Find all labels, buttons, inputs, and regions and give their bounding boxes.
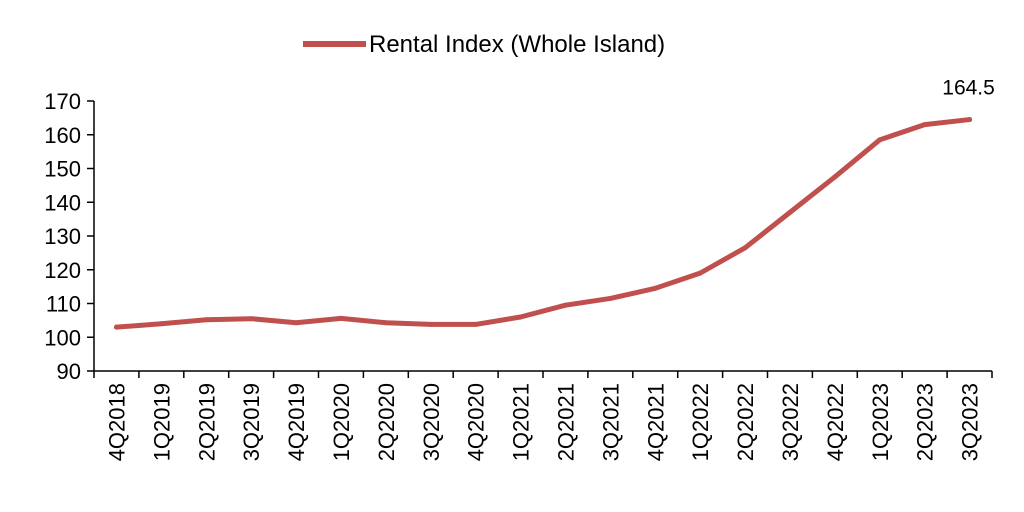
y-tick-label: 140	[44, 190, 81, 215]
y-tick-label: 170	[44, 89, 81, 114]
legend: Rental Index (Whole Island)	[303, 31, 665, 58]
x-tick-label: 1Q2020	[329, 383, 354, 461]
data-point	[562, 302, 568, 308]
x-axis-ticks: 4Q2018 1Q2019 2Q2019 3Q2019 4Q2019 1Q2020 2Q20…	[93, 371, 993, 461]
y-tick-label: 90	[57, 359, 81, 384]
x-tick-label: 2Q2019	[194, 383, 219, 461]
y-tick-label: 120	[44, 258, 81, 283]
x-tick-label: 4Q2022	[823, 383, 848, 461]
legend-label: Rental Index (Whole Island)	[369, 31, 665, 58]
series-line	[113, 117, 973, 330]
y-axis-ticks: 90 100 110 120 130 140 150 160 170	[44, 89, 94, 384]
x-tick-label: 4Q2021	[643, 383, 668, 461]
x-tick-label: 4Q2018	[104, 383, 129, 461]
axes	[93, 101, 992, 372]
y-tick-label: 110	[46, 292, 81, 317]
data-label: 164.5	[942, 77, 995, 100]
data-point	[293, 320, 299, 326]
data-point	[652, 285, 658, 291]
x-tick-label: 3Q2023	[958, 383, 983, 461]
data-point	[428, 321, 434, 327]
x-tick-label: 2Q2021	[553, 383, 578, 461]
y-tick-label: 130	[44, 224, 81, 249]
x-tick-label: 4Q2019	[284, 383, 309, 461]
x-tick-label: 1Q2021	[509, 383, 534, 461]
y-tick-label: 100	[44, 325, 81, 350]
x-tick-label: 3Q2020	[419, 383, 444, 461]
data-point	[158, 321, 164, 327]
data-point	[338, 315, 344, 321]
data-point	[877, 137, 883, 143]
x-tick-label: 2Q2022	[733, 383, 758, 461]
data-point	[787, 209, 793, 215]
data-point	[473, 321, 479, 327]
x-tick-label: 1Q2023	[868, 383, 893, 461]
y-tick-label: 150	[44, 157, 81, 182]
data-point	[383, 320, 389, 326]
data-point	[203, 317, 209, 323]
x-tick-label: 2Q2023	[913, 383, 938, 461]
y-tick-label: 160	[44, 123, 81, 148]
data-point	[607, 295, 613, 301]
data-point	[113, 324, 119, 330]
data-point	[967, 117, 973, 123]
data-point	[832, 174, 838, 180]
series-group	[113, 117, 973, 330]
data-labels: 164.5	[942, 77, 995, 100]
x-tick-label: 3Q2019	[239, 383, 264, 461]
data-point	[697, 270, 703, 276]
data-point	[922, 122, 928, 128]
data-point	[742, 245, 748, 251]
x-tick-label: 3Q2022	[778, 383, 803, 461]
x-tick-label: 1Q2022	[688, 383, 713, 461]
data-point	[518, 314, 524, 320]
x-tick-label: 4Q2020	[464, 383, 489, 461]
x-tick-label: 3Q2021	[598, 383, 623, 461]
data-point	[248, 316, 254, 322]
x-tick-label: 1Q2019	[149, 383, 174, 461]
x-tick-label: 2Q2020	[374, 383, 399, 461]
